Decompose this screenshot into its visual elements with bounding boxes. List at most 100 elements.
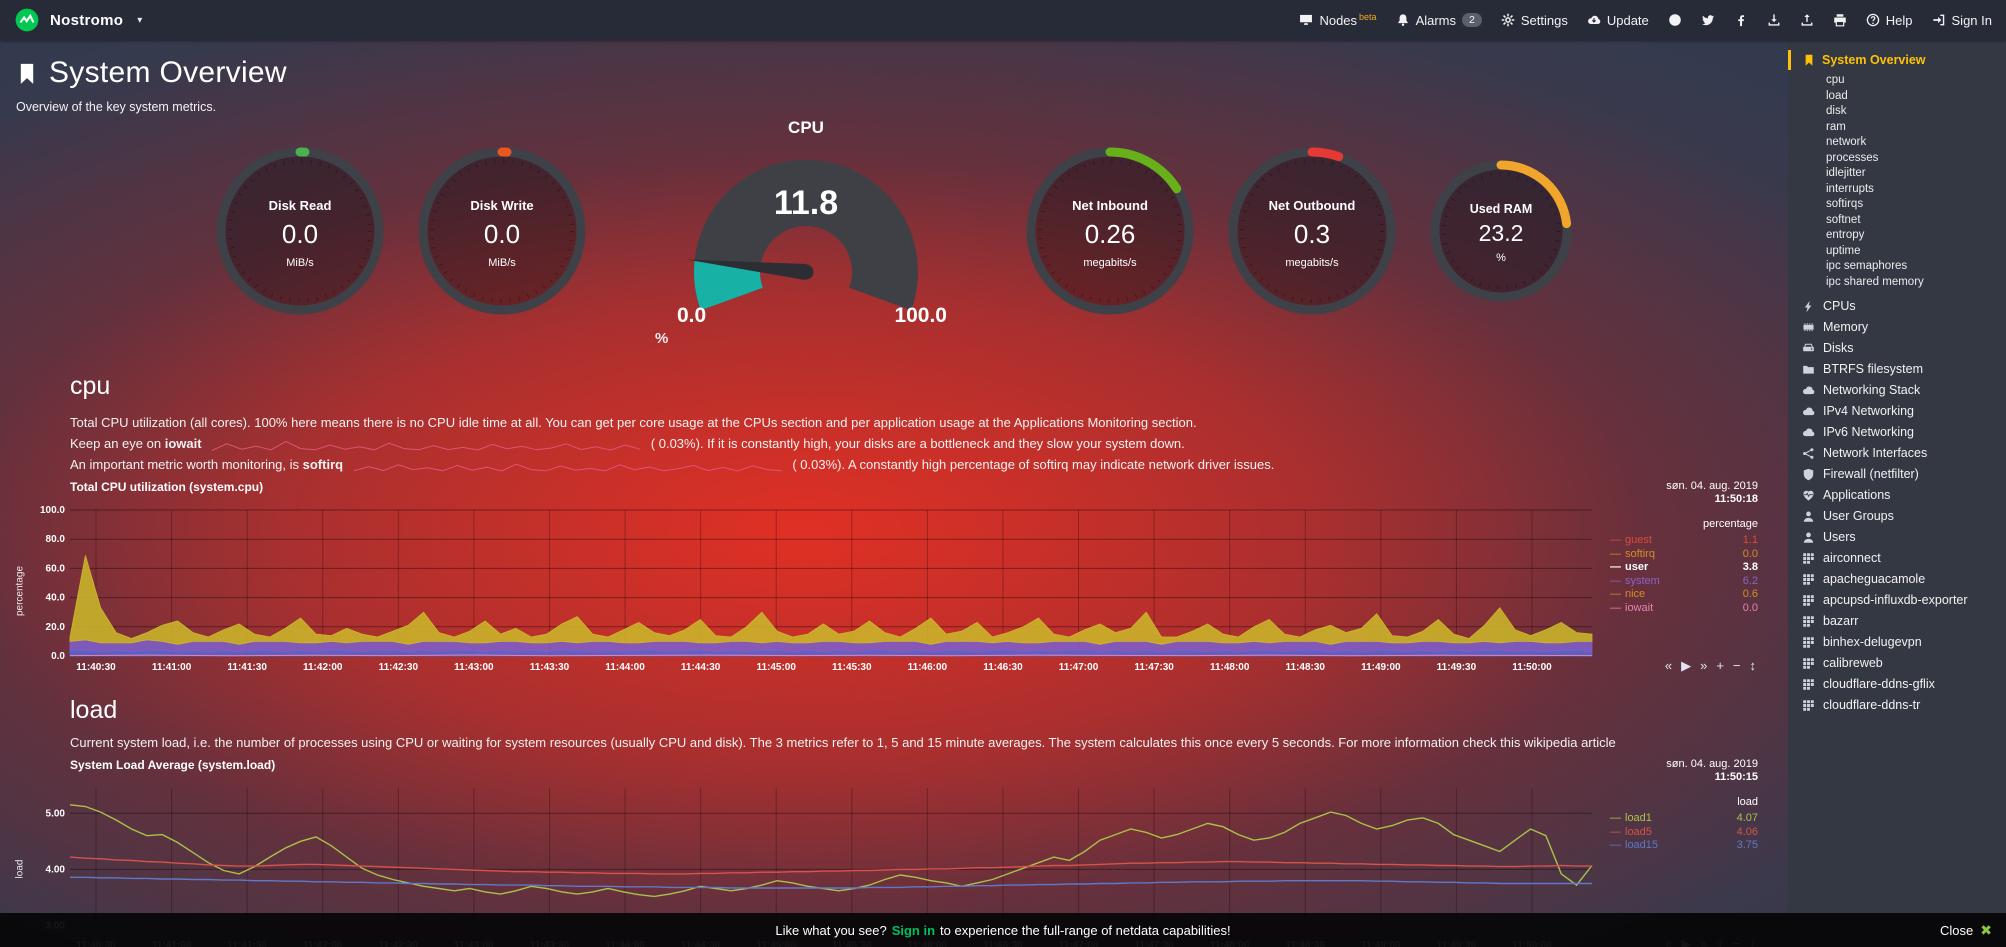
- sidebar-item-binhex-delugevpn[interactable]: binhex-delugevpn: [1798, 632, 1998, 653]
- legend-item-load15[interactable]: — load15 3.75: [1610, 839, 1758, 853]
- cpu-gauge[interactable]: CPU 11.8 0.0 100.0 %: [641, 118, 971, 348]
- chart-plot-area[interactable]: percentage 11:40:30 11:41:00 11:41:30 11:42:…: [15, 505, 1600, 676]
- gauge-value: 0.26: [1084, 218, 1136, 249]
- nav-item-github[interactable]: [1668, 13, 1682, 27]
- legend-item-nice[interactable]: — nice 0.6: [1610, 588, 1758, 602]
- cloud-icon: [1802, 428, 1815, 437]
- sidebar-item-airconnect[interactable]: airconnect: [1798, 548, 1998, 569]
- gauge-used-ram[interactable]: Used RAM 23.2%: [1426, 156, 1576, 311]
- sidebar-sublink-entropy[interactable]: entropy: [1826, 229, 1865, 241]
- nav-item-sign-in[interactable]: Sign In: [1932, 13, 1992, 28]
- nav-item-help[interactable]: Help: [1866, 13, 1913, 28]
- gauge-disk-read[interactable]: Disk Read 0.0 MiB/s: [212, 143, 388, 324]
- nav-item-twitter[interactable]: [1701, 13, 1715, 27]
- sidebar-sublink-interrupts[interactable]: interrupts: [1826, 182, 1874, 195]
- nav-item-alarms[interactable]: Alarms 2: [1396, 13, 1482, 28]
- legend-name: load15: [1625, 839, 1659, 851]
- legend-item-load1[interactable]: — load1 4.07: [1610, 812, 1758, 826]
- softirq-sparkline[interactable]: [353, 458, 783, 473]
- legend-value: 3.8: [1742, 561, 1758, 573]
- sidebar-sublink-softnet[interactable]: softnet: [1826, 213, 1861, 226]
- banner-text-post: to experience the full-range of netdata …: [940, 922, 1231, 938]
- cpu-utilization-chart[interactable]: Total CPU utilization (system.cpu) søn. 0…: [15, 480, 1760, 676]
- cloud-update-icon: [1587, 15, 1601, 24]
- legend-item-iowait[interactable]: — iowait 0.0: [1610, 602, 1758, 616]
- sidebar-item-btrfs-filesystem[interactable]: BTRFS filesystem: [1798, 359, 1998, 380]
- sidebar-sublink-load[interactable]: load: [1826, 89, 1848, 102]
- sidebar-sublink-idlejitter[interactable]: idlejitter: [1826, 167, 1866, 179]
- nav-item-download[interactable]: [1767, 13, 1781, 27]
- sidebar-sublink-ipc-shared-memory[interactable]: ipc shared memory: [1826, 275, 1924, 288]
- sidebar-item-memory[interactable]: Memory: [1798, 317, 1998, 338]
- legend-name: user: [1625, 561, 1649, 573]
- sidebar-item-cloudflare-ddns-gflix[interactable]: cloudflare-ddns-gflix: [1798, 674, 1998, 695]
- sidebar-item-apcupsd-influxdb-exporter[interactable]: apcupsd-influxdb-exporter: [1798, 590, 1998, 611]
- gauge-net-inbound[interactable]: Net Inbound 0.26 megabits/s: [1022, 143, 1198, 324]
- iowait-sparkline[interactable]: [211, 437, 641, 452]
- signin-link[interactable]: Sign in: [891, 922, 936, 938]
- legend-item-guest[interactable]: — guest 1.1: [1610, 534, 1758, 548]
- gauge-disk-write[interactable]: Disk Write 0.0 MiB/s: [414, 143, 590, 324]
- sidebar-item-system-overview[interactable]: System Overview: [1788, 50, 1998, 70]
- sidebar-sublink-ipc-semaphores[interactable]: ipc semaphores: [1826, 260, 1908, 272]
- legend-name: guest: [1625, 534, 1652, 546]
- hostname-dropdown[interactable]: Nostromo ▾: [14, 7, 142, 33]
- cpu-chart-plot[interactable]: 11:40:30 11:41:00 11:41:30 11:42:00 11:42:30…: [20, 505, 1600, 676]
- sidebar-item-applications[interactable]: Applications: [1798, 485, 1998, 506]
- svg-text:0.0: 0.0: [51, 651, 65, 662]
- sidebar-sublink-disk[interactable]: disk: [1826, 105, 1847, 117]
- nav-item-facebook[interactable]: [1734, 13, 1748, 27]
- zoom-in-icon[interactable]: +: [1716, 658, 1724, 673]
- sidebar-item-user-groups[interactable]: User Groups: [1798, 506, 1998, 527]
- load-section-heading: load: [70, 696, 118, 724]
- legend-value: 4.06: [1736, 825, 1758, 838]
- legend-item-user[interactable]: — user 3.8: [1610, 561, 1758, 575]
- sidebar-item-network-interfaces[interactable]: Network Interfaces: [1798, 443, 1998, 464]
- zoom-out-icon[interactable]: −: [1732, 658, 1741, 673]
- resize-icon[interactable]: ↕: [1749, 658, 1757, 673]
- legend-item-load5[interactable]: — load5 4.06: [1610, 826, 1758, 840]
- legend-value: 3.75: [1736, 839, 1758, 851]
- sidebar-item-networking-stack[interactable]: Networking Stack: [1798, 380, 1998, 401]
- play-icon[interactable]: ▶: [1681, 658, 1692, 673]
- sidebar-item-firewall-netfilter-[interactable]: Firewall (netfilter): [1798, 464, 1998, 485]
- gauge-content: Disk Read 0.0 MiB/s: [212, 143, 388, 324]
- pie-gauge-dial: [1228, 147, 1396, 314]
- user-icon: [1803, 511, 1814, 522]
- sidebar-item-cloudflare-ddns-tr[interactable]: cloudflare-ddns-tr: [1798, 695, 1998, 716]
- gauge-net-outbound[interactable]: Net Outbound 0.3 megabits/s: [1224, 143, 1400, 324]
- legend-dash: —: [1610, 574, 1621, 587]
- github-icon: [1668, 14, 1681, 26]
- sidebar-item-label: Networking Stack: [1823, 383, 1921, 397]
- sidebar-sublink-network[interactable]: network: [1826, 136, 1867, 148]
- legend-item-softirq[interactable]: — softirq 0.0: [1610, 548, 1758, 562]
- gauge-title: Net Outbound: [1268, 197, 1356, 213]
- nav-item-nodes[interactable]: Nodes beta: [1299, 12, 1377, 28]
- sidebar-item-ipv6-networking[interactable]: IPv6 Networking: [1798, 422, 1998, 443]
- pan-backward-icon[interactable]: «: [1664, 658, 1673, 673]
- sidebar-item-apacheguacamole[interactable]: apacheguacamole: [1798, 569, 1998, 590]
- section-load: load Current system load, i.e. the numbe…: [0, 696, 1788, 947]
- sidebar-item-disks[interactable]: Disks: [1798, 338, 1998, 359]
- legend-item-system[interactable]: — system 6.2: [1610, 575, 1758, 589]
- sidebar-sublink-cpu[interactable]: cpu: [1826, 74, 1845, 86]
- sidebar-sublink-ram[interactable]: ram: [1826, 120, 1846, 133]
- legend-name: load5: [1625, 825, 1652, 838]
- close-banner-button[interactable]: Close ✖: [1940, 922, 1992, 939]
- nav-item-label: Help: [1885, 12, 1913, 28]
- nav-item-print[interactable]: [1833, 13, 1847, 27]
- sidebar-item-users[interactable]: Users: [1798, 527, 1998, 548]
- sidebar-item-calibreweb[interactable]: calibreweb: [1798, 653, 1998, 674]
- nav-item-upload[interactable]: [1800, 13, 1814, 27]
- nav-item-settings[interactable]: Settings: [1501, 13, 1568, 28]
- svg-text:11:47:30: 11:47:30: [1134, 662, 1174, 673]
- sidebar-item-cpus[interactable]: CPUs: [1798, 296, 1998, 317]
- sidebar-sublink-processes[interactable]: processes: [1826, 151, 1879, 164]
- iowait-label: iowait: [164, 436, 202, 451]
- nav-item-update[interactable]: Update: [1587, 13, 1649, 28]
- sidebar-sublink-softirqs[interactable]: softirqs: [1826, 198, 1864, 210]
- sidebar-sublink-uptime[interactable]: uptime: [1826, 244, 1861, 257]
- sidebar-item-bazarr[interactable]: bazarr: [1798, 611, 1998, 632]
- sidebar-item-ipv4-networking[interactable]: IPv4 Networking: [1798, 401, 1998, 422]
- pan-forward-icon[interactable]: »: [1700, 658, 1708, 673]
